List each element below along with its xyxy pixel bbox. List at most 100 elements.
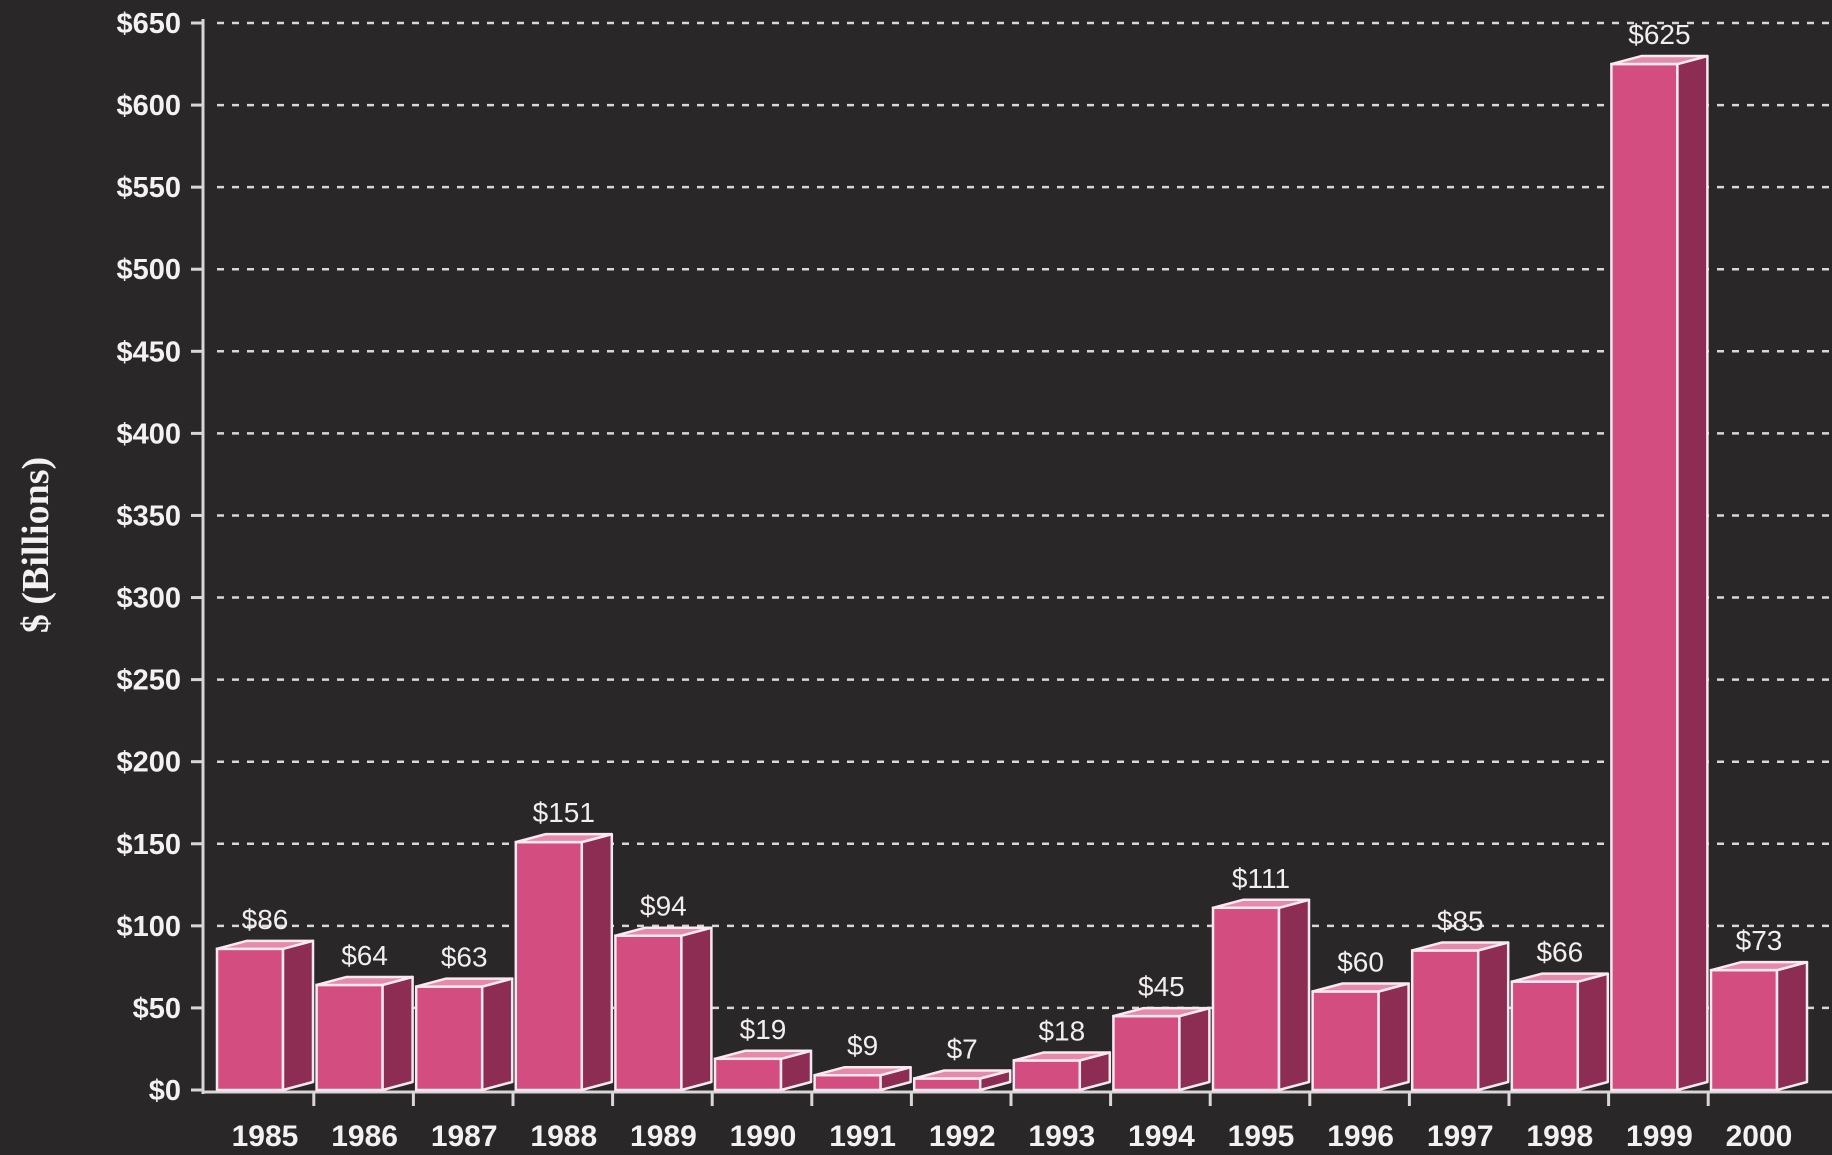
bar-1995 (1211, 898, 1311, 1092)
bar-top (813, 1065, 912, 1077)
bar-top (1211, 898, 1311, 910)
bar-1990 (713, 1049, 813, 1092)
bars (215, 54, 1809, 1092)
bar-1988 (514, 832, 614, 1092)
bar-front (912, 1077, 982, 1092)
bar-top (912, 1069, 1012, 1080)
bar-top (1610, 54, 1709, 66)
data-label: $94 (640, 891, 687, 922)
bar-2000 (1709, 960, 1809, 1092)
bar-top (1311, 982, 1410, 993)
data-label: $86 (242, 904, 289, 935)
bar-front (1510, 980, 1580, 1092)
bar-front (514, 840, 584, 1092)
y-tick-label: $400 (116, 418, 181, 450)
bar-side (1178, 1006, 1211, 1092)
bar-front (713, 1057, 783, 1092)
bar-top (215, 939, 315, 951)
x-tick-labels: 1985 1986 1987 1988 1989 1990 1991 1992 1993 1994… (232, 1092, 1793, 1153)
gridlines (217, 21, 1832, 1010)
x-tick-label: 1995 (1228, 1120, 1295, 1153)
x-tick-label: 1996 (1327, 1120, 1394, 1153)
data-label: $19 (740, 1014, 787, 1045)
bar-front (315, 983, 384, 1092)
x-tick-label: 1990 (730, 1120, 797, 1153)
y-tick-label: $600 (116, 90, 181, 122)
bar-1992 (912, 1069, 1012, 1092)
bar-side (1676, 54, 1709, 1092)
bar-top (1410, 941, 1510, 952)
y-tick-label: $250 (116, 665, 181, 697)
bar-front (614, 934, 683, 1092)
bar-front (1709, 968, 1779, 1092)
data-label: $18 (1038, 1015, 1085, 1046)
bar-1997 (1410, 941, 1510, 1092)
bar-side (1775, 960, 1809, 1092)
bar-1989 (614, 926, 713, 1092)
x-tick-label: 1998 (1526, 1120, 1593, 1153)
bar-top (414, 977, 514, 988)
bar-1998 (1510, 972, 1610, 1092)
bar-1987 (414, 977, 514, 1092)
y-tick-label: $100 (116, 911, 181, 943)
bar-front (1112, 1014, 1181, 1092)
bar-top (614, 926, 713, 937)
bar-side (281, 939, 315, 1092)
bar-front (1211, 906, 1281, 1092)
y-tick-label: $350 (116, 500, 181, 532)
data-label: $60 (1337, 947, 1384, 978)
bar-1985 (215, 939, 315, 1092)
data-label: $7 (947, 1034, 978, 1065)
data-label: $85 (1437, 905, 1484, 936)
bar-top (1510, 972, 1610, 983)
bar-front (414, 985, 484, 1092)
y-tick-label: $550 (116, 172, 181, 204)
data-label: $66 (1536, 937, 1583, 968)
x-tick-label: 1991 (829, 1120, 896, 1153)
bar-top (713, 1049, 813, 1061)
bar-top (1709, 960, 1809, 972)
data-label: $9 (847, 1030, 878, 1061)
data-label: $111 (1232, 863, 1290, 894)
bar-front (1012, 1059, 1082, 1092)
data-labels: $86 $64 $63 $151 $94 $19 $9 $7 $18 $45 $111 $60 $85 $… (242, 19, 1783, 1064)
y-tick-label: $150 (116, 829, 181, 861)
bar-side (1476, 941, 1510, 1092)
bar-1999 (1610, 54, 1709, 1092)
bar-side (680, 926, 713, 1092)
data-label: $45 (1138, 971, 1185, 1002)
x-tick-label: 1992 (929, 1120, 996, 1153)
data-label: $63 (441, 942, 488, 973)
bar-front (1410, 949, 1480, 1092)
x-tick-label: 1999 (1626, 1120, 1693, 1153)
bar-side (1377, 982, 1410, 1092)
y-tick-label: $50 (133, 993, 181, 1025)
axes (201, 19, 1832, 1094)
x-tick-label: 1986 (331, 1120, 398, 1153)
bar-side (480, 977, 514, 1092)
bar-top (1112, 1006, 1211, 1018)
y-tick-label: $300 (116, 583, 181, 615)
x-tick-label: 1997 (1427, 1120, 1494, 1153)
y-axis-label: $ (Billions) (15, 457, 57, 633)
bar-top (1012, 1051, 1112, 1062)
bar-side (381, 975, 414, 1092)
bar-top (315, 975, 414, 987)
bar-front (813, 1073, 882, 1092)
data-label: $151 (533, 797, 595, 828)
y-tick-label: $450 (116, 336, 181, 368)
x-tick-label: 1988 (530, 1120, 597, 1153)
data-label: $625 (1628, 19, 1690, 50)
bar-front (1311, 990, 1380, 1092)
x-tick-label: 1985 (232, 1120, 299, 1153)
x-tick-label: 2000 (1726, 1120, 1793, 1153)
bar-side (580, 832, 614, 1092)
bar-top (514, 832, 614, 844)
y-tick-label: $650 (116, 8, 181, 40)
x-tick-label: 1994 (1128, 1120, 1195, 1153)
x-tick-label: 1989 (630, 1120, 697, 1153)
y-tick-labels: $0 $50 $100 $150 $200 $250 $300 $350 $400 $450 $50… (116, 8, 203, 1107)
y-tick-label: $0 (149, 1075, 181, 1107)
